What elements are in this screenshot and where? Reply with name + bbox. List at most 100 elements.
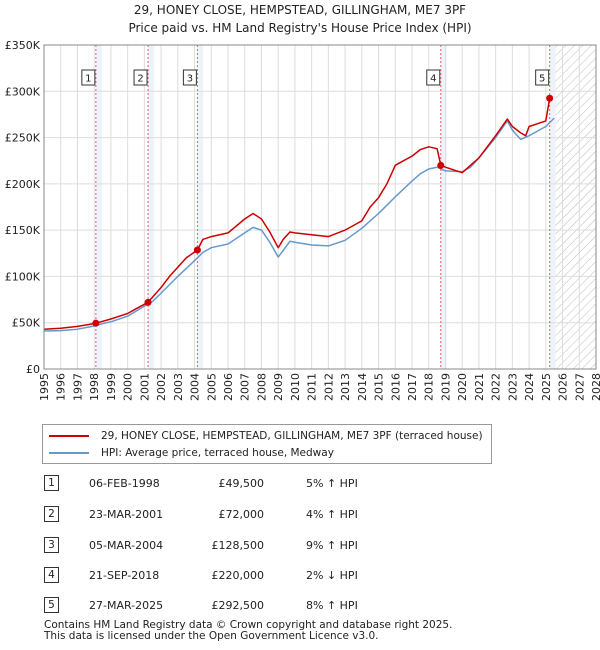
- x-tick-label: 2019: [439, 373, 452, 401]
- x-tick-label: 1999: [105, 373, 118, 401]
- x-tick-label: 2018: [423, 373, 436, 401]
- table-row: 1 06-FEB-1998 £49,500 5% ↑ HPI: [44, 474, 514, 494]
- x-tick-label: 2017: [406, 373, 419, 401]
- sale-point-2: [144, 298, 152, 306]
- x-tick-label: 2011: [306, 373, 319, 401]
- y-tick-label: £100K: [5, 270, 41, 283]
- sale-date: 21-SEP-2018: [89, 569, 160, 582]
- x-tick-label: 1997: [71, 373, 84, 401]
- x-tick-label: 2004: [189, 373, 202, 401]
- sale-shade-2: [148, 45, 155, 369]
- table-row: 3 05-MAR-2004 £128,500 9% ↑ HPI: [44, 536, 514, 556]
- sale-price: £292,500: [211, 599, 265, 612]
- sale-label-box-1: [81, 69, 96, 86]
- x-tick-label: 2016: [389, 373, 402, 401]
- sale-shade-1: [95, 45, 102, 369]
- table-row: 4 21-SEP-2018 £220,000 2% ↓ HPI: [44, 566, 514, 586]
- sale-label-1: 1: [85, 74, 91, 85]
- x-tick-label: 2006: [222, 373, 235, 401]
- sale-date: 23-MAR-2001: [89, 508, 164, 521]
- property-price-line: [43, 98, 551, 330]
- chart-title: 29, HONEY CLOSE, HEMPSTEAD, GILLINGHAM, …: [134, 3, 466, 17]
- x-tick-label: 2015: [373, 373, 386, 401]
- x-tick-label: 2024: [523, 373, 536, 401]
- x-tick-label: 2010: [289, 373, 302, 401]
- sale-hpi-change: 5% ↑ HPI: [306, 477, 358, 490]
- x-tick-label: 2025: [540, 373, 553, 401]
- sale-number-badge: 4: [44, 567, 59, 583]
- sale-label-box-3: [182, 69, 197, 86]
- chart: 29, HONEY CLOSE, HEMPSTEAD, GILLINGHAM, …: [5, 3, 600, 401]
- sale-point-3: [193, 246, 201, 254]
- sale-shade-3: [197, 45, 204, 369]
- legend-label-property: 29, HONEY CLOSE, HEMPSTEAD, GILLINGHAM, …: [101, 430, 483, 442]
- sale-number-badge: 2: [44, 506, 59, 522]
- x-tick-label: 2012: [322, 373, 335, 401]
- sale-label-3: 3: [187, 74, 193, 85]
- sale-price: £72,000: [218, 508, 265, 521]
- sale-label-5: 5: [539, 74, 545, 85]
- x-tick-label: 2013: [339, 373, 352, 401]
- legend-item-hpi: HPI: Average price, terraced house, Medw…: [49, 445, 334, 461]
- sale-shade-4: [440, 45, 447, 369]
- x-tick-label: 2014: [356, 373, 369, 401]
- future-hatch-region: [550, 45, 596, 369]
- x-tick-label: 2021: [473, 373, 486, 401]
- sale-label-4: 4: [430, 74, 436, 85]
- y-tick-label: £250K: [5, 132, 41, 145]
- x-tick-label: 2002: [155, 373, 168, 401]
- sale-hpi-change: 8% ↑ HPI: [306, 599, 358, 612]
- y-tick-label: £300K: [5, 85, 41, 98]
- sale-date: 27-MAR-2025: [89, 599, 164, 612]
- sale-number-badge: 5: [44, 597, 59, 613]
- sale-point-1: [92, 319, 100, 327]
- legend-label-hpi: HPI: Average price, terraced house, Medw…: [101, 447, 334, 459]
- x-tick-label: 1995: [38, 373, 51, 401]
- x-tick-label: 2022: [490, 373, 503, 401]
- x-tick-label: 2008: [255, 373, 268, 401]
- x-tick-label: 2027: [573, 373, 586, 401]
- x-tick-label: 2000: [122, 373, 135, 401]
- x-tick-label: 2026: [557, 373, 570, 401]
- sale-label-box-4: [426, 69, 441, 86]
- sale-price: £128,500: [211, 539, 265, 552]
- sale-number-badge: 3: [44, 537, 59, 553]
- table-row: 5 27-MAR-2025 £292,500 8% ↑ HPI: [44, 596, 514, 616]
- hpi-line: [43, 117, 555, 332]
- footer: Contains HM Land Registry data © Crown c…: [44, 620, 452, 642]
- sale-label-2: 2: [137, 74, 143, 85]
- x-tick-label: 1998: [88, 373, 101, 401]
- y-tick-label: £350K: [5, 39, 41, 52]
- x-tick-label: 2020: [456, 373, 469, 401]
- y-tick-label: £150K: [5, 224, 41, 237]
- footer-license: This data is licensed under the Open Gov…: [44, 630, 379, 642]
- x-tick-label: 2003: [172, 373, 185, 401]
- x-tick-label: 2005: [205, 373, 218, 401]
- sale-label-box-5: [535, 69, 550, 86]
- sale-price: £49,500: [218, 477, 265, 490]
- sale-point-4: [437, 161, 445, 169]
- y-tick-label: £200K: [5, 178, 41, 191]
- table-row: 2 23-MAR-2001 £72,000 4% ↑ HPI: [44, 505, 514, 525]
- legend-swatch-hpi: [49, 452, 89, 454]
- x-tick-label: 2023: [506, 373, 519, 401]
- sale-price: £220,000: [211, 569, 265, 582]
- sale-date: 06-FEB-1998: [89, 477, 160, 490]
- plot-frame: [43, 44, 597, 370]
- legend-swatch-property: [49, 435, 89, 437]
- footer-copyright: Contains HM Land Registry data © Crown c…: [44, 619, 453, 631]
- x-tick-label: 2028: [590, 373, 600, 401]
- x-tick-label: 1996: [55, 373, 68, 401]
- x-tick-label: 2007: [239, 373, 252, 401]
- sale-shade-5: [549, 45, 556, 369]
- sale-number-badge: 1: [44, 475, 59, 491]
- sale-label-box-2: [133, 69, 148, 86]
- legend: 29, HONEY CLOSE, HEMPSTEAD, GILLINGHAM, …: [42, 424, 492, 464]
- sale-hpi-change: 2% ↓ HPI: [306, 569, 358, 582]
- sale-point-5: [546, 94, 554, 102]
- sale-hpi-change: 4% ↑ HPI: [306, 508, 358, 521]
- x-tick-label: 2001: [138, 373, 151, 401]
- x-tick-label: 2009: [272, 373, 285, 401]
- legend-item-property: 29, HONEY CLOSE, HEMPSTEAD, GILLINGHAM, …: [49, 428, 483, 444]
- chart-subtitle: Price paid vs. HM Land Registry's House …: [128, 21, 471, 35]
